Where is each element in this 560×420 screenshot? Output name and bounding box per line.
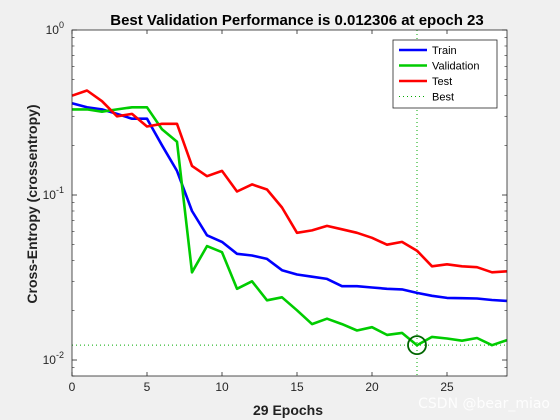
legend-label-train: Train (432, 45, 457, 57)
x-tick-label: 25 (440, 380, 454, 394)
y-axis-label: Cross-Entropy (crossentropy) (24, 104, 40, 303)
watermark-text: CSDN @bear_miao (418, 396, 550, 412)
legend-label-test: Test (432, 76, 452, 88)
series-line-train (71, 101, 508, 303)
y-tick-label: 10-1 (43, 185, 64, 202)
plot-area: 0 5 10 15 20 25 100 10-1 10-2 Train Validation Test… (43, 20, 508, 394)
y-tick-label: 100 (46, 20, 64, 37)
y-tick-label: 10-2 (43, 350, 64, 367)
legend-label-best: Best (432, 92, 454, 104)
x-tick-label: 15 (290, 380, 304, 394)
x-tick-label: 0 (69, 380, 76, 394)
x-tick-label: 5 (144, 380, 151, 394)
x-tick-label: 20 (365, 380, 379, 394)
best-marker-circle (407, 335, 427, 356)
chart-title: Best Validation Performance is 0.012306 … (110, 12, 484, 29)
x-axis-label: 29 Epochs (253, 402, 323, 418)
series-line-validation (72, 106, 508, 347)
legend-box (392, 39, 498, 109)
x-tick-label: 10 (215, 380, 229, 394)
axes-border (71, 29, 508, 377)
series-line-test (71, 89, 508, 274)
legend-label-validation: Validation (432, 61, 480, 73)
